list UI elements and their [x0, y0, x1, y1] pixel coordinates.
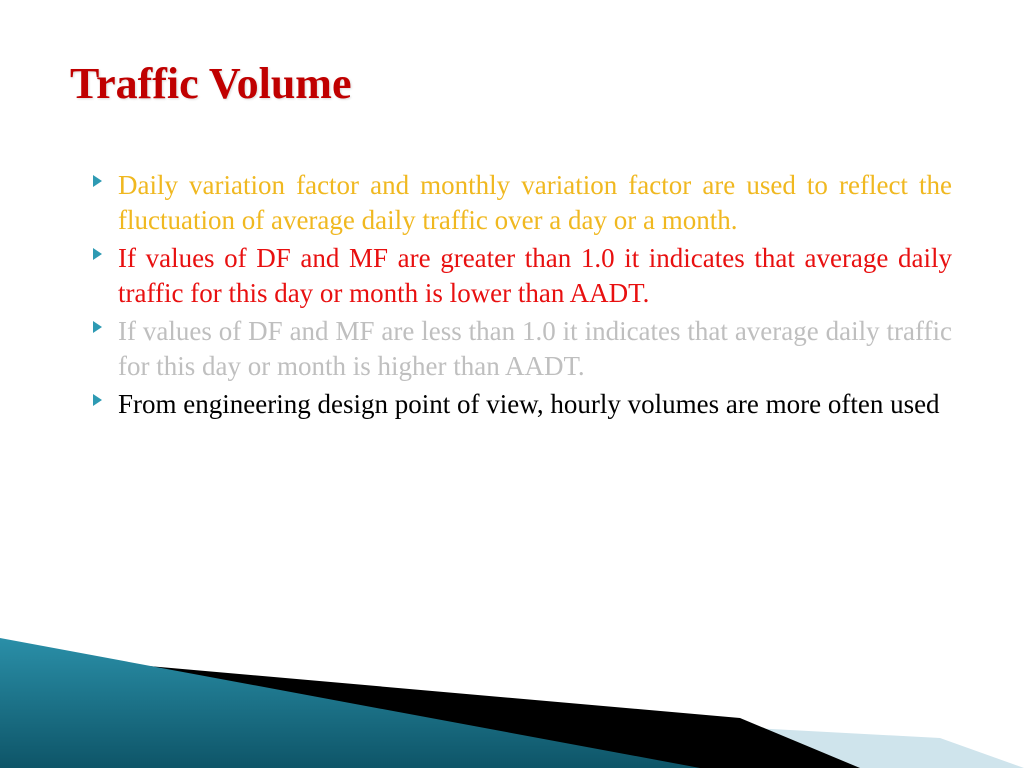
bullet-item: If values of DF and MF are greater than …: [92, 241, 952, 310]
bullet-item: Daily variation factor and monthly varia…: [92, 168, 952, 237]
bullet-text: From engineering design point of view, h…: [118, 387, 952, 422]
bullet-text: If values of DF and MF are less than 1.0…: [118, 314, 952, 383]
bullet-text: Daily variation factor and monthly varia…: [118, 168, 952, 237]
slide-title: Traffic Volume: [70, 58, 352, 109]
slide-footer-decor: [0, 608, 1024, 768]
bullet-marker-icon: [92, 387, 118, 407]
bullet-marker-icon: [92, 314, 118, 334]
bullet-marker-icon: [92, 241, 118, 261]
bullet-marker-icon: [92, 168, 118, 188]
bullet-text: If values of DF and MF are greater than …: [118, 241, 952, 310]
bullet-list: Daily variation factor and monthly varia…: [92, 168, 952, 426]
bullet-item: From engineering design point of view, h…: [92, 387, 952, 422]
bullet-item: If values of DF and MF are less than 1.0…: [92, 314, 952, 383]
